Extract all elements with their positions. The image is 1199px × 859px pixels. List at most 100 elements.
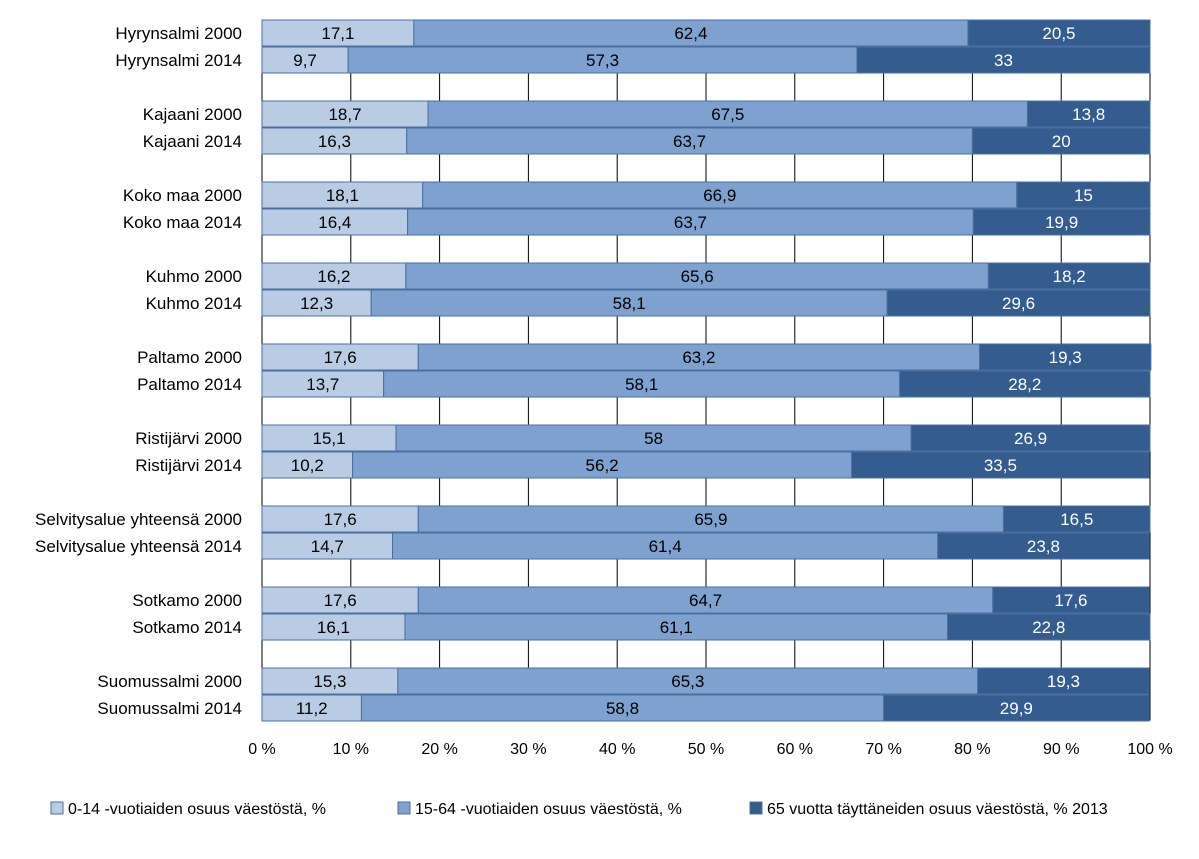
- bar-segment-1: [261, 505, 419, 533]
- bar-segment-3: [977, 667, 1150, 695]
- bar-segment-1: [261, 370, 385, 398]
- bar-segment-1: [261, 127, 408, 155]
- data-label: 16,4: [318, 213, 351, 232]
- data-label: 56,2: [586, 456, 619, 475]
- category-label: Ristijärvi 2014: [135, 456, 242, 475]
- data-label: 64,7: [689, 591, 722, 610]
- data-label: 15,1: [312, 429, 345, 448]
- data-label: 16,1: [317, 618, 350, 637]
- bar-segment-3: [987, 262, 1151, 290]
- data-label: 10,2: [291, 456, 324, 475]
- bar-segment-3: [967, 19, 1151, 47]
- bar-segment-1: [261, 343, 419, 371]
- category-label: Kuhmo 2014: [146, 294, 242, 313]
- data-label: 65,9: [694, 510, 727, 529]
- category-label: Selvitysalue yhteensä 2000: [35, 510, 242, 529]
- legend-label-2: 15-64 -vuotiaiden osuus väestöstä, %: [415, 801, 682, 818]
- data-label: 16,3: [318, 132, 351, 151]
- bar-segment-1: [261, 451, 354, 479]
- bar-segment-3: [937, 532, 1150, 560]
- legend-swatch-1: [50, 801, 64, 815]
- data-label: 65,3: [671, 672, 704, 691]
- data-label: 58: [644, 429, 663, 448]
- bar-segment-2: [370, 289, 888, 317]
- bar-segment-1: [261, 613, 406, 641]
- data-label: 12,3: [300, 294, 333, 313]
- category-label: Ristijärvi 2000: [135, 429, 242, 448]
- bar-segment-1: [261, 694, 362, 722]
- bar-segment-2: [395, 424, 912, 452]
- bar-segment-3: [1026, 100, 1151, 128]
- x-tick-label: 60 %: [777, 741, 813, 758]
- x-tick-label: 90 %: [1043, 741, 1079, 758]
- category-label: Kajaani 2014: [143, 132, 242, 151]
- bar-segment-3: [992, 586, 1150, 614]
- data-label: 23,8: [1027, 537, 1060, 556]
- legend-label-3: 65 vuotta täyttäneiden osuus väestöstä, …: [767, 801, 1108, 818]
- category-label: Hyrynsalmi 2000: [115, 24, 242, 43]
- category-label: Suomussalmi 2000: [97, 672, 242, 691]
- data-label: 63,2: [682, 348, 715, 367]
- category-labels: Hyrynsalmi 2000 Hyrynsalmi 2014 Kajaani 20…: [35, 24, 242, 718]
- data-label: 20: [1052, 132, 1071, 151]
- data-label: 62,4: [674, 24, 707, 43]
- x-tick-label: 100 %: [1127, 741, 1172, 758]
- data-label: 13,7: [306, 375, 339, 394]
- bar-segment-1: [261, 424, 397, 452]
- data-label: 18,1: [326, 186, 359, 205]
- x-tick-label: 30 %: [510, 741, 546, 758]
- bar-segment-3: [947, 613, 1151, 641]
- bar-segment-2: [397, 667, 979, 695]
- bar-segment-1: [261, 19, 415, 47]
- bar-segment-2: [392, 532, 939, 560]
- data-label: 17,6: [324, 510, 357, 529]
- bar-segment-2: [417, 343, 981, 371]
- bar-segment-1: [261, 289, 372, 317]
- data-label: 58,1: [613, 294, 646, 313]
- data-label: 29,9: [1000, 699, 1033, 718]
- bar-segment-2: [404, 613, 949, 641]
- category-label: Sotkamo 2014: [132, 618, 242, 637]
- bar-segment-2: [406, 127, 973, 155]
- bar-segment-3: [851, 451, 1150, 479]
- legend-swatch-2: [397, 801, 411, 815]
- data-label: 15: [1074, 186, 1093, 205]
- data-label: 67,5: [711, 105, 744, 124]
- x-tick-label: 10 %: [333, 741, 369, 758]
- data-label: 18,2: [1053, 267, 1086, 286]
- category-label: Koko maa 2000: [123, 186, 242, 205]
- x-tick-label: 40 %: [599, 741, 635, 758]
- data-label: 17,6: [1054, 591, 1087, 610]
- bar-segment-2: [417, 586, 994, 614]
- data-label: 33,5: [984, 456, 1017, 475]
- data-label: 28,2: [1008, 375, 1041, 394]
- data-label: 61,1: [660, 618, 693, 637]
- data-label: 11,2: [296, 699, 328, 718]
- data-label: 61,4: [649, 537, 682, 556]
- data-label: 16,5: [1060, 510, 1093, 529]
- data-label: 58,1: [625, 375, 658, 394]
- data-label: 17,6: [324, 591, 357, 610]
- data-label: 65,6: [681, 267, 714, 286]
- bar-segment-3: [972, 208, 1151, 236]
- data-label: 20,5: [1042, 24, 1075, 43]
- bar-segment-2: [417, 505, 1004, 533]
- data-label: 29,6: [1002, 294, 1035, 313]
- data-label: 18,7: [328, 105, 361, 124]
- legend-label-1: 0-14 -vuotiaiden osuus väestöstä, %: [68, 801, 326, 818]
- category-label: Paltamo 2014: [137, 375, 242, 394]
- bar-segment-2: [427, 100, 1028, 128]
- data-label: 19,3: [1047, 672, 1080, 691]
- data-label: 57,3: [586, 51, 619, 70]
- data-label: 17,6: [324, 348, 357, 367]
- bar-segment-1: [261, 667, 399, 695]
- data-label: 19,3: [1049, 348, 1082, 367]
- bar-segment-3: [1016, 181, 1151, 209]
- x-tick-label: 50 %: [688, 741, 724, 758]
- bar-segment-1: [261, 181, 424, 209]
- data-label: 33: [994, 51, 1013, 70]
- data-label: 58,8: [606, 699, 639, 718]
- bar-segment-1: [261, 262, 407, 290]
- data-label: 63,7: [674, 213, 707, 232]
- bar-segment-2: [360, 694, 885, 722]
